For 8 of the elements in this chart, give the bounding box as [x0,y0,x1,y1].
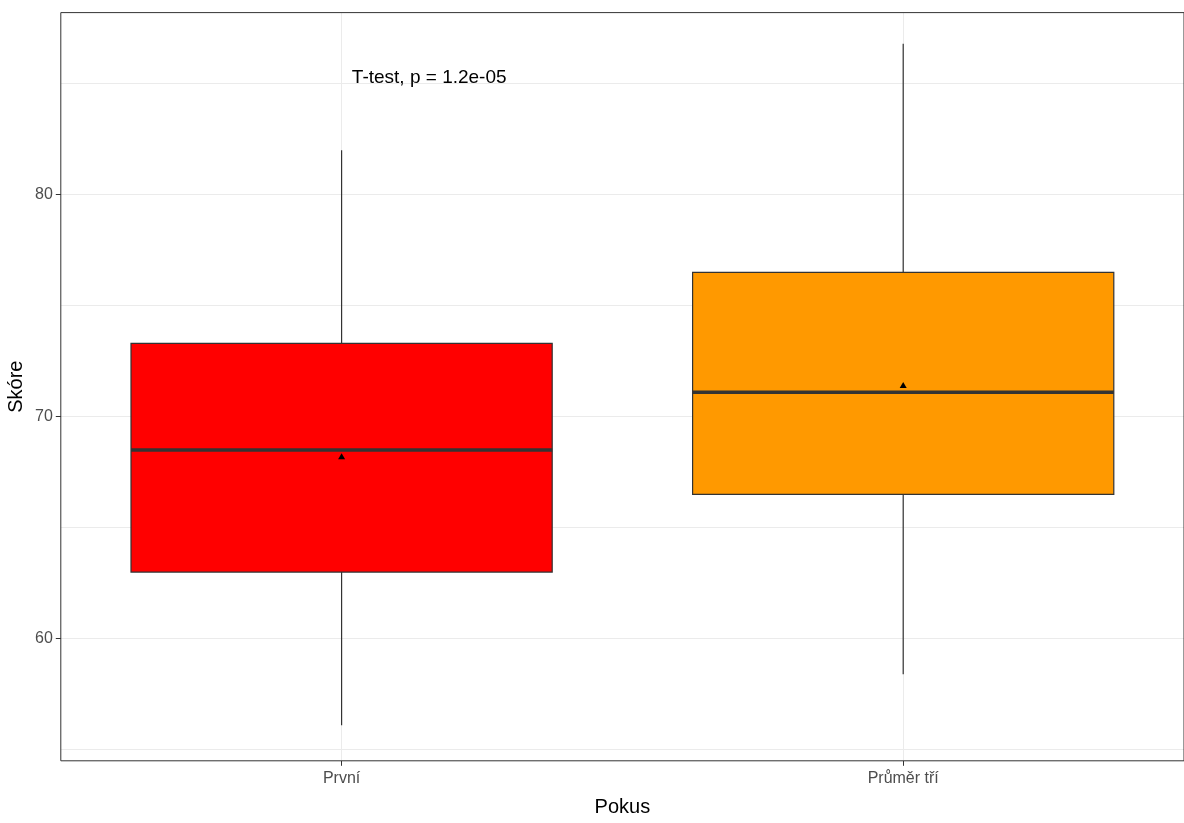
x-axis-title: Pokus [594,794,651,817]
x-tick-label: Průměr tří [867,768,940,786]
annotation: T-test, p = 1.2e-05 [351,65,507,87]
x-tick-label: První [322,768,361,786]
y-axis-title: Skóre [3,360,26,413]
y-tick-label: 60 [35,629,53,647]
y-tick-label: 70 [35,407,53,425]
y-tick-label: 80 [35,185,53,203]
